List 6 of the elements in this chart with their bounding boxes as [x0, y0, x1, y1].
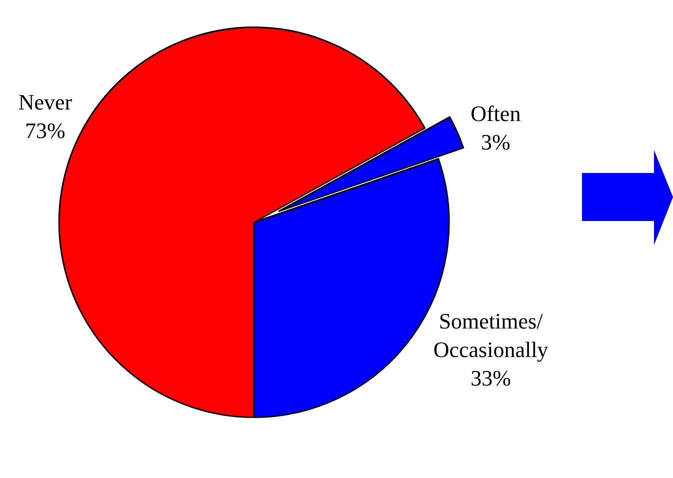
data-label: 73% [25, 118, 66, 144]
slice-label: Sometimes/Occasionally [433, 308, 548, 362]
slice-label: Never [18, 89, 73, 114]
slice-label: Often [470, 100, 521, 126]
data-label: 33% [470, 365, 511, 390]
data-label: 3% [480, 129, 510, 154]
